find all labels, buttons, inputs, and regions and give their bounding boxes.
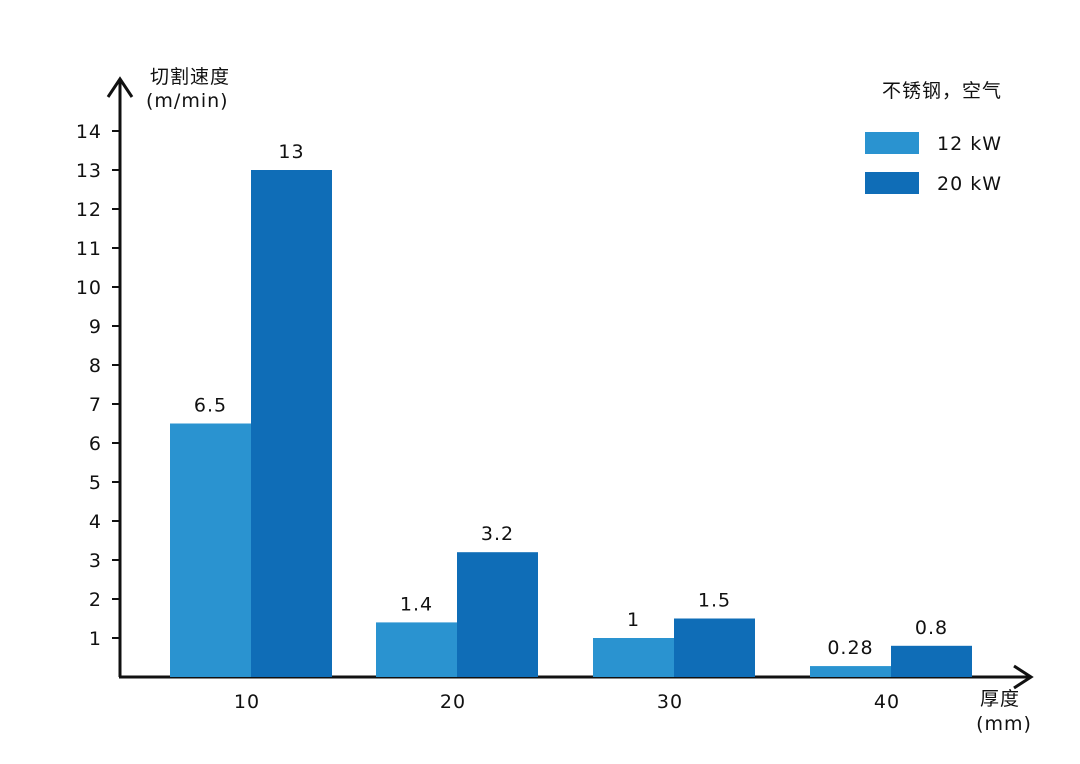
data-label: 13: [278, 141, 304, 163]
y-tick-label: 1: [89, 628, 102, 650]
y-axis-title-line2: (m/min): [146, 90, 229, 112]
y-tick-label: 8: [89, 355, 102, 377]
bar-12kw-30: [593, 638, 674, 677]
data-label: 6.5: [194, 395, 227, 417]
data-label: 0.28: [827, 637, 873, 659]
x-tick-label: 20: [440, 691, 466, 713]
x-tick-label: 30: [657, 691, 683, 713]
data-label: 3.2: [481, 523, 514, 545]
legend-label-20kw: 20 kW: [937, 173, 1002, 195]
data-label: 0.8: [915, 617, 948, 639]
y-tick-label: 5: [89, 472, 102, 494]
data-label: 1.4: [400, 593, 433, 615]
y-tick-label: 11: [76, 238, 102, 260]
y-tick-label: 6: [89, 433, 102, 455]
y-tick-label: 13: [76, 160, 102, 182]
bar-20kw-30: [674, 618, 755, 677]
legend-title: 不锈钢，空气: [882, 80, 1002, 102]
bar-12kw-40: [810, 666, 891, 677]
bars: 6.5 13 1.4 3.2 1 1.5 0.28 0.8: [170, 141, 972, 677]
y-tick-label: 10: [76, 277, 102, 299]
y-tick-label: 3: [89, 550, 102, 572]
x-tick-label: 10: [234, 691, 260, 713]
x-axis-title-line2: (mm): [976, 713, 1032, 735]
bar-20kw-40: [891, 645, 972, 677]
y-axis-title-line1: 切割速度: [150, 66, 230, 88]
y-tick-label: 9: [89, 316, 102, 338]
y-axis-arrow: [106, 76, 134, 98]
legend-swatch-20kw: [865, 172, 919, 194]
bar-20kw-20: [457, 552, 538, 677]
legend-label-12kw: 12 kW: [937, 133, 1002, 155]
y-tick-label: 14: [76, 121, 102, 143]
y-tick-label: 12: [76, 199, 102, 221]
x-axis-arrow: [1013, 664, 1034, 690]
x-axis-title-line1: 厚度: [980, 688, 1020, 710]
data-label: 1.5: [698, 590, 731, 612]
bar-20kw-10: [251, 170, 332, 677]
y-tick-label: 4: [89, 511, 102, 533]
bar-12kw-20: [376, 622, 457, 677]
x-axis-tick-labels: 10 20 30 40: [234, 691, 900, 713]
y-tick-label: 2: [89, 589, 102, 611]
y-tick-label: 7: [89, 394, 102, 416]
x-tick-label: 40: [874, 691, 900, 713]
data-label: 1: [627, 609, 640, 631]
bar-12kw-10: [170, 423, 251, 677]
legend-swatch-12kw: [865, 132, 919, 154]
